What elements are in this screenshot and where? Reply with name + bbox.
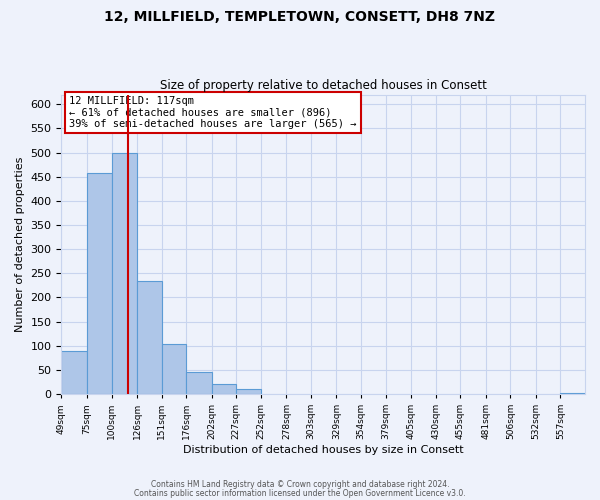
Bar xyxy=(112,152,137,394)
Bar xyxy=(137,280,161,394)
Text: Contains HM Land Registry data © Crown copyright and database right 2024.: Contains HM Land Registry data © Crown c… xyxy=(151,480,449,489)
Bar xyxy=(61,350,87,394)
Bar xyxy=(87,174,112,394)
Title: Size of property relative to detached houses in Consett: Size of property relative to detached ho… xyxy=(160,79,487,92)
Y-axis label: Number of detached properties: Number of detached properties xyxy=(15,156,25,332)
Text: Contains public sector information licensed under the Open Government Licence v3: Contains public sector information licen… xyxy=(134,488,466,498)
Bar xyxy=(186,372,212,394)
Bar xyxy=(212,384,236,394)
X-axis label: Distribution of detached houses by size in Consett: Distribution of detached houses by size … xyxy=(183,445,464,455)
Bar xyxy=(560,392,585,394)
Bar xyxy=(161,344,186,394)
Text: 12, MILLFIELD, TEMPLETOWN, CONSETT, DH8 7NZ: 12, MILLFIELD, TEMPLETOWN, CONSETT, DH8 … xyxy=(104,10,496,24)
Bar xyxy=(236,389,261,394)
Text: 12 MILLFIELD: 117sqm
← 61% of detached houses are smaller (896)
39% of semi-deta: 12 MILLFIELD: 117sqm ← 61% of detached h… xyxy=(69,96,357,130)
